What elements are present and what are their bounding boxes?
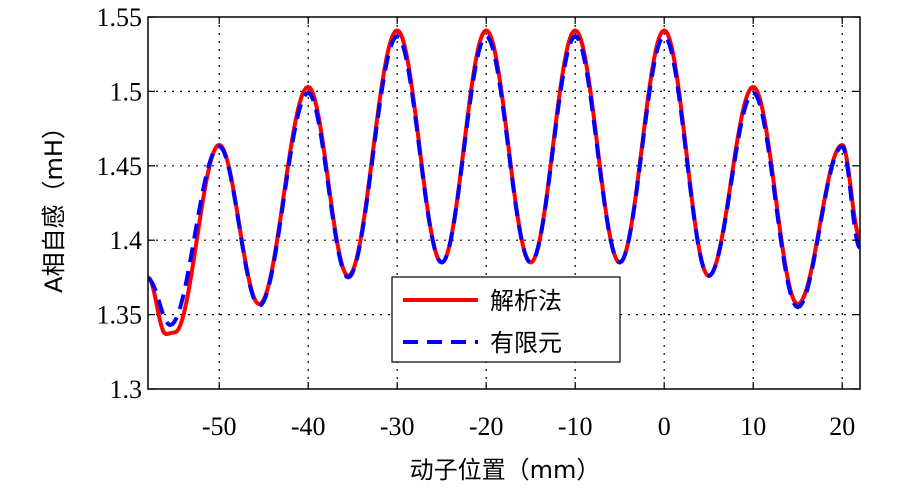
axis-ticks: -50 -40 -30 -20 -10 0 10 20 1.3 1.35 1.4 1.45 1.5 1.5… [97, 3, 860, 441]
y-tick-label: 1.3 [110, 375, 143, 404]
grid-lines [148, 17, 860, 389]
x-tick-label: -10 [558, 412, 593, 441]
legend: 解析法 有限元 [391, 276, 621, 363]
x-tick-label: -20 [469, 412, 504, 441]
series-lines [146, 28, 862, 336]
x-tick-label: 20 [829, 412, 855, 441]
x-axis-label: 动子位置（mm） [410, 456, 601, 484]
y-tick-label: 1.55 [97, 3, 143, 32]
series-line-fem [146, 34, 862, 328]
legend-label-fem: 有限元 [490, 329, 562, 357]
x-tick-label: -50 [202, 412, 237, 441]
y-tick-label: 1.4 [110, 226, 143, 255]
x-tick-label: 0 [658, 412, 671, 441]
y-tick-label: 1.45 [97, 152, 143, 181]
x-tick-label: -30 [380, 412, 415, 441]
legend-box [391, 276, 621, 363]
legend-label-analytic: 解析法 [490, 287, 562, 315]
y-tick-label: 1.5 [110, 77, 143, 106]
plot-frame [147, 16, 861, 390]
x-tick-label: -40 [291, 412, 326, 441]
x-tick-label: 10 [740, 412, 766, 441]
y-tick-label: 1.35 [97, 301, 143, 330]
y-axis-label: A相自感（mH） [40, 115, 68, 293]
